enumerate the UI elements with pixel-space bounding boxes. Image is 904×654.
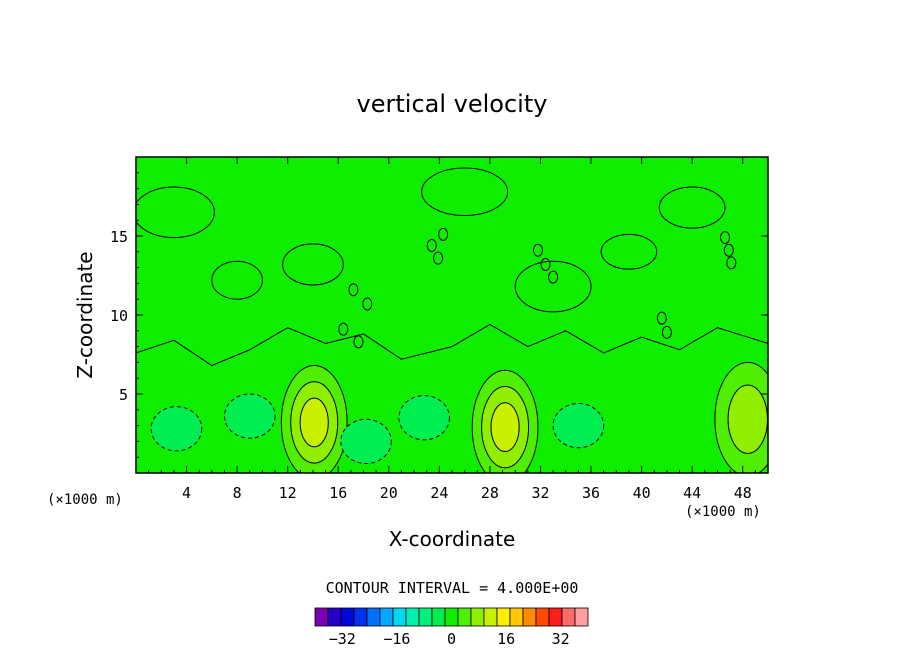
x-tick-label: 36: [582, 484, 600, 502]
weak-updraft-region: [211, 260, 263, 300]
weak-updraft-region: [136, 186, 215, 239]
updraft-contour: [490, 402, 520, 453]
x-tick-label: 40: [633, 484, 651, 502]
x-axis-ticks: 4 8 12 16 20 24 28 32 36 40 44 48: [148, 157, 756, 502]
colorbar-swatch: [522, 607, 537, 627]
x-tick-label: 28: [481, 484, 499, 502]
x-tick-label: 48: [734, 484, 752, 502]
colorbar: [314, 607, 589, 627]
colorbar-swatch: [431, 607, 446, 627]
x-unit-label-right: (×1000 m): [685, 504, 761, 520]
weak-updraft-region: [600, 233, 658, 270]
colorbar-swatch: [470, 607, 485, 627]
wave-contour: [720, 231, 731, 245]
colorbar-swatch: [548, 607, 563, 627]
colorbar-swatch: [444, 607, 459, 627]
colorbar-swatch: [353, 607, 368, 627]
colorbar-swatch: [483, 607, 498, 627]
wave-contour: [362, 297, 373, 311]
x-tick-label: 24: [430, 484, 448, 502]
y-tick-label: 10: [110, 307, 128, 325]
y-axis-ticks: 5 10 15: [110, 172, 768, 458]
colorbar-swatch: [405, 607, 420, 627]
colorbar-swatch: [509, 607, 524, 627]
weak-updraft-region: [514, 260, 592, 313]
colorbar-swatch: [418, 607, 433, 627]
colorbar-tick-label: 16: [497, 630, 515, 648]
weak-updraft-region: [282, 243, 344, 286]
colorbar-swatch: [535, 607, 550, 627]
colorbar-swatch: [561, 607, 576, 627]
x-tick-label: 4: [182, 484, 191, 502]
colorbar-tick-label: 0: [447, 630, 456, 648]
weak-updraft-region: [658, 186, 726, 229]
contour-interval-label: CONTOUR INTERVAL = 4.000E+00: [326, 579, 579, 597]
colorbar-swatch: [457, 607, 472, 627]
wave-contour: [532, 243, 543, 257]
x-axis-label: X-coordinate: [389, 527, 516, 551]
colorbar-swatch: [392, 607, 407, 627]
wave-contour: [723, 243, 734, 257]
x-tick-label: 32: [531, 484, 549, 502]
wave-contour: [433, 251, 444, 265]
x-tick-label: 12: [279, 484, 297, 502]
wave-contour: [726, 256, 737, 270]
colorbar-swatch: [340, 607, 355, 627]
x-unit-label-left: (×1000 m): [47, 492, 123, 508]
downdraft-contour: [150, 406, 203, 452]
wave-contour: [353, 335, 364, 349]
colorbar-swatch: [496, 607, 511, 627]
colorbar-tick-label: −32: [329, 630, 356, 648]
wave-contour: [338, 322, 349, 336]
colorbar-swatch: [314, 607, 329, 627]
wave-contour: [656, 311, 667, 325]
colorbar-tick-label: −16: [383, 630, 410, 648]
downdraft-contour: [552, 402, 605, 449]
wave-contour: [348, 283, 359, 297]
wave-contour: [548, 270, 559, 284]
updraft-contour: [299, 397, 329, 448]
wave-contour: [426, 238, 437, 252]
colorbar-swatch: [379, 607, 394, 627]
wave-contour: [661, 325, 672, 339]
colorbar-tick-labels: −32 −16 0 16 32: [329, 630, 570, 648]
x-tick-label: 16: [329, 484, 347, 502]
plot-area: [136, 157, 768, 473]
chart-title: vertical velocity: [357, 90, 548, 118]
y-tick-label: 5: [119, 386, 128, 404]
wave-contour: [540, 257, 551, 271]
wave-contour: [438, 227, 449, 241]
x-tick-label: 8: [233, 484, 242, 502]
colorbar-tick-label: 32: [552, 630, 570, 648]
x-tick-label: 20: [380, 484, 398, 502]
downdraft-contour: [398, 395, 450, 441]
colorbar-swatch: [327, 607, 342, 627]
y-axis-label: Z-coordinate: [73, 251, 97, 378]
colorbar-swatch: [366, 607, 381, 627]
weak-updraft-region: [421, 167, 509, 216]
x-tick-label: 44: [683, 484, 701, 502]
y-tick-label: 15: [110, 228, 128, 246]
downdraft-contour: [223, 393, 276, 439]
updraft-contour: [727, 384, 768, 454]
colorbar-swatch: [574, 607, 589, 627]
downdraft-contour: [340, 418, 392, 465]
